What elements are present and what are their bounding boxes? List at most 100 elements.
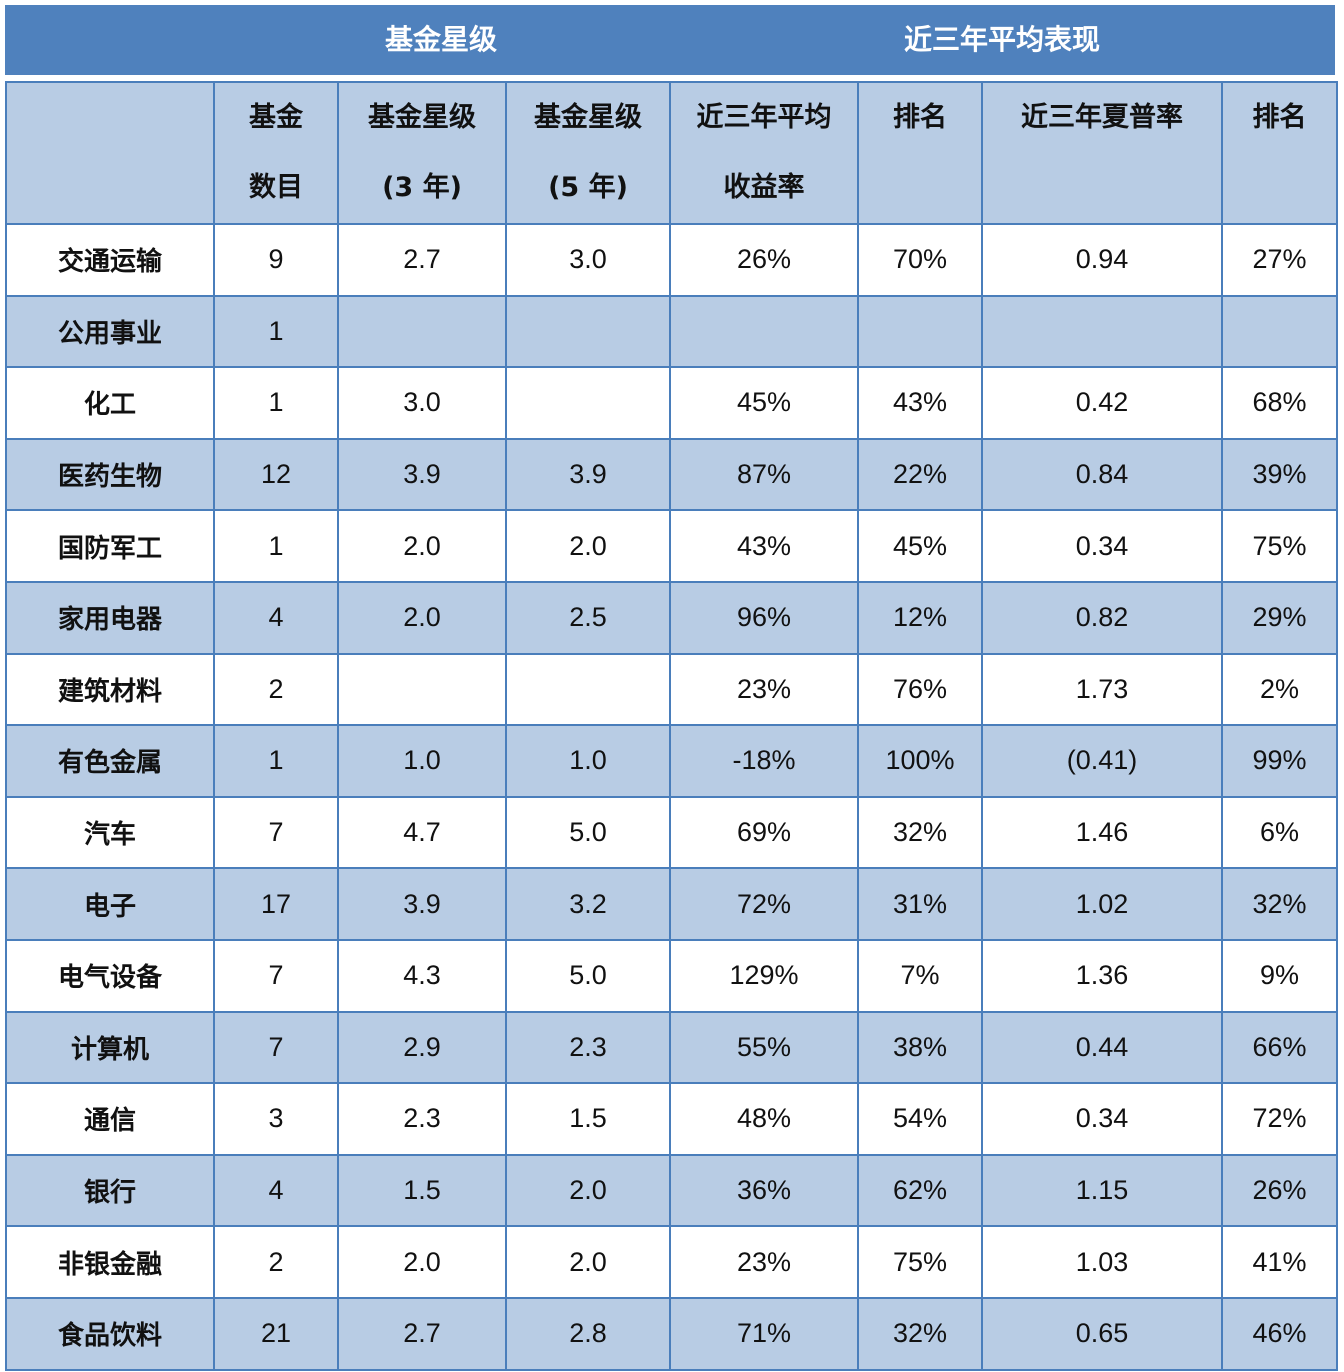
- table-cell: 2.0: [337, 509, 507, 583]
- table-row: 计算机 7 2.9 2.3 55% 38% 0.44 66%: [5, 1010, 1338, 1085]
- table-cell: 0.34: [981, 1082, 1223, 1156]
- table-cell: 0.94: [981, 223, 1223, 297]
- table-cell: 9%: [1221, 938, 1338, 1013]
- table-cell: 1.36: [981, 938, 1223, 1013]
- industry-name-cell: 化工: [5, 366, 215, 440]
- table-cell: 87%: [669, 437, 859, 512]
- table-cell: 22%: [857, 437, 983, 512]
- table-cell: 1.5: [505, 1082, 671, 1156]
- table-cell: 2.8: [505, 1296, 671, 1371]
- table-cell: 1: [213, 509, 339, 583]
- table-cell: 100%: [857, 724, 983, 798]
- table-cell: 1.02: [981, 867, 1223, 941]
- column-header-line1: 基金: [249, 102, 303, 133]
- table-cell: 48%: [669, 1082, 859, 1156]
- table-cell: 1.15: [981, 1153, 1223, 1228]
- table-cell: 2: [213, 652, 339, 727]
- table-cell: 2.7: [337, 223, 507, 297]
- column-header-line2: [983, 153, 1221, 223]
- table-row: 非银金融 2 2.0 2.0 23% 75% 1.03 41%: [5, 1225, 1338, 1299]
- table-cell: 75%: [857, 1225, 983, 1299]
- industry-name-cell: 交通运输: [5, 223, 215, 297]
- table-cell: [505, 294, 671, 369]
- industry-name-cell: 建筑材料: [5, 652, 215, 727]
- table-row: 电气设备 7 4.3 5.0 129% 7% 1.36 9%: [5, 938, 1338, 1013]
- table-cell: [505, 366, 671, 440]
- industry-name-cell: 有色金属: [5, 724, 215, 798]
- industry-name-cell: 公用事业: [5, 294, 215, 369]
- table-cell: 2.7: [337, 1296, 507, 1371]
- table-cell: 2: [213, 1225, 339, 1299]
- table-cell: -18%: [669, 724, 859, 798]
- table-cell: 72%: [669, 867, 859, 941]
- table-cell: 3: [213, 1082, 339, 1156]
- table-cell: 55%: [669, 1010, 859, 1085]
- table-cell: 72%: [1221, 1082, 1338, 1156]
- industry-name-cell: 通信: [5, 1082, 215, 1156]
- table-cell: 3.9: [337, 437, 507, 512]
- column-header-line1: 近三年平均: [696, 102, 832, 133]
- column-header: 基金星级 (5 年): [505, 81, 671, 225]
- table-cell: 12%: [857, 580, 983, 655]
- industry-name-cell: 电子: [5, 867, 215, 941]
- table-cell: 36%: [669, 1153, 859, 1228]
- table-cell: 21: [213, 1296, 339, 1371]
- column-header-line2: [1223, 153, 1336, 223]
- table-row: 银行 4 1.5 2.0 36% 62% 1.15 26%: [5, 1153, 1338, 1228]
- table-cell: 12: [213, 437, 339, 512]
- table-cell: 43%: [857, 366, 983, 440]
- table-cell: 96%: [669, 580, 859, 655]
- column-header-line1: 排名: [1252, 102, 1307, 133]
- table-row: 有色金属 1 1.0 1.0 -18% 100% (0.41) 99%: [5, 724, 1338, 798]
- table-cell: 45%: [857, 509, 983, 583]
- table-cell: 0.82: [981, 580, 1223, 655]
- table-cell: 71%: [669, 1296, 859, 1371]
- column-header: [5, 81, 215, 225]
- column-header: 基金星级 (3 年): [337, 81, 507, 225]
- column-header: 排名: [857, 81, 983, 225]
- table-cell: 7: [213, 795, 339, 870]
- column-header-line2: [859, 153, 981, 223]
- table-cell: 99%: [1221, 724, 1338, 798]
- table-row: 通信 3 2.3 1.5 48% 54% 0.34 72%: [5, 1082, 1338, 1156]
- industry-name-cell: 银行: [5, 1153, 215, 1228]
- table-cell: 4: [213, 580, 339, 655]
- table-cell: 17: [213, 867, 339, 941]
- table-cell: 2.9: [337, 1010, 507, 1085]
- table-cell: 2.3: [337, 1082, 507, 1156]
- table-cell: 68%: [1221, 366, 1338, 440]
- column-header: 近三年平均 收益率: [669, 81, 859, 225]
- industry-name-cell: 家用电器: [5, 580, 215, 655]
- column-header-line2: [7, 153, 213, 223]
- table-cell: 29%: [1221, 580, 1338, 655]
- table-row: 汽车 7 4.7 5.0 69% 32% 1.46 6%: [5, 795, 1338, 870]
- table-cell: 3.0: [337, 366, 507, 440]
- table-cell: 3.9: [337, 867, 507, 941]
- table-cell: 3.9: [505, 437, 671, 512]
- table-cell: 2.0: [505, 509, 671, 583]
- table-cell: 2.3: [505, 1010, 671, 1085]
- table-cell: 26%: [1221, 1153, 1338, 1228]
- table-cell: 9: [213, 223, 339, 297]
- table-row: 建筑材料 2 23% 76% 1.73 2%: [5, 652, 1338, 727]
- column-header-line2: (5 年): [548, 172, 628, 203]
- table-cell: 5.0: [505, 938, 671, 1013]
- table-cell: 62%: [857, 1153, 983, 1228]
- industry-name-cell: 食品饮料: [5, 1296, 215, 1371]
- table-cell: [337, 652, 507, 727]
- table-cell: 3.2: [505, 867, 671, 941]
- table-cell: 2.0: [505, 1225, 671, 1299]
- industry-name-cell: 汽车: [5, 795, 215, 870]
- table-cell: 23%: [669, 652, 859, 727]
- column-header-line2: 数目: [249, 172, 303, 203]
- table-cell: 129%: [669, 938, 859, 1013]
- table-cell: 46%: [1221, 1296, 1338, 1371]
- table-cell: 76%: [857, 652, 983, 727]
- table-row: 化工 1 3.0 45% 43% 0.42 68%: [5, 366, 1338, 440]
- table-cell: 26%: [669, 223, 859, 297]
- table-cell: 1.5: [337, 1153, 507, 1228]
- table-cell: 31%: [857, 867, 983, 941]
- table-cell: 3.0: [505, 223, 671, 297]
- table-row: 家用电器 4 2.0 2.5 96% 12% 0.82 29%: [5, 580, 1338, 655]
- table-cell: 23%: [669, 1225, 859, 1299]
